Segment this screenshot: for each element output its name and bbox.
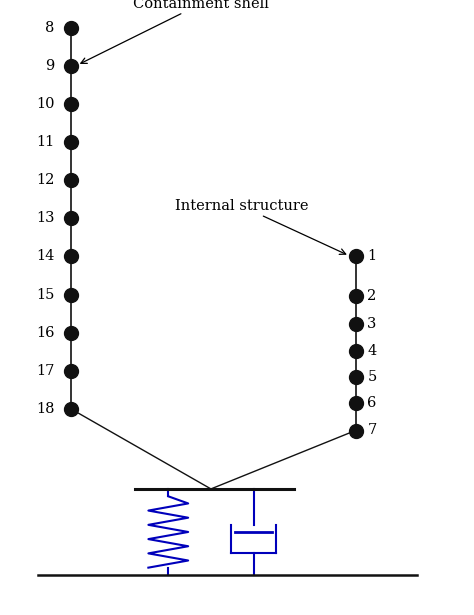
- Point: [67, 137, 75, 147]
- Point: [67, 175, 75, 185]
- Text: 13: 13: [36, 212, 55, 225]
- Point: [67, 252, 75, 261]
- Point: [67, 328, 75, 338]
- Point: [352, 291, 359, 301]
- Point: [67, 213, 75, 223]
- Point: [67, 404, 75, 414]
- Text: 11: 11: [36, 135, 55, 149]
- Text: 14: 14: [36, 250, 55, 263]
- Text: 7: 7: [367, 424, 377, 437]
- Text: 15: 15: [36, 288, 55, 301]
- Text: 4: 4: [367, 344, 377, 357]
- Point: [352, 346, 359, 355]
- Point: [67, 290, 75, 300]
- Point: [67, 366, 75, 376]
- Point: [352, 372, 359, 382]
- Text: 1: 1: [367, 250, 376, 263]
- Text: 2: 2: [367, 289, 377, 303]
- Text: Internal structure: Internal structure: [175, 199, 346, 255]
- Text: Containment shell: Containment shell: [81, 0, 269, 63]
- Text: 17: 17: [36, 364, 55, 378]
- Text: 10: 10: [36, 97, 55, 111]
- Text: 8: 8: [45, 21, 55, 34]
- Text: 9: 9: [45, 59, 55, 73]
- Point: [67, 99, 75, 109]
- Point: [352, 252, 359, 261]
- Point: [352, 399, 359, 408]
- Text: 16: 16: [36, 326, 55, 339]
- Point: [352, 426, 359, 435]
- Point: [67, 23, 75, 33]
- Text: 5: 5: [367, 370, 377, 384]
- Text: 12: 12: [36, 173, 55, 187]
- Text: 6: 6: [367, 397, 377, 410]
- Point: [67, 61, 75, 71]
- Text: 18: 18: [36, 402, 55, 416]
- Text: 3: 3: [367, 317, 377, 331]
- Point: [352, 319, 359, 329]
